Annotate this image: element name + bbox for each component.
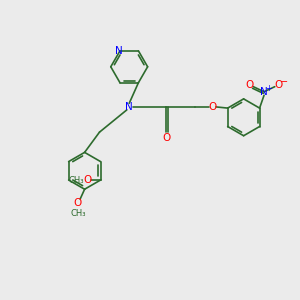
Text: CH₃: CH₃ [71,209,86,218]
Text: +: + [266,84,272,93]
Text: −: − [280,77,288,87]
Text: N: N [260,87,268,97]
Text: N: N [115,46,122,56]
Text: O: O [162,133,170,142]
Text: CH₃: CH₃ [68,176,84,184]
Text: O: O [83,175,91,185]
Text: O: O [208,102,217,112]
Text: N: N [125,102,133,112]
Text: O: O [73,198,81,208]
Text: O: O [274,80,282,90]
Text: O: O [246,80,254,90]
